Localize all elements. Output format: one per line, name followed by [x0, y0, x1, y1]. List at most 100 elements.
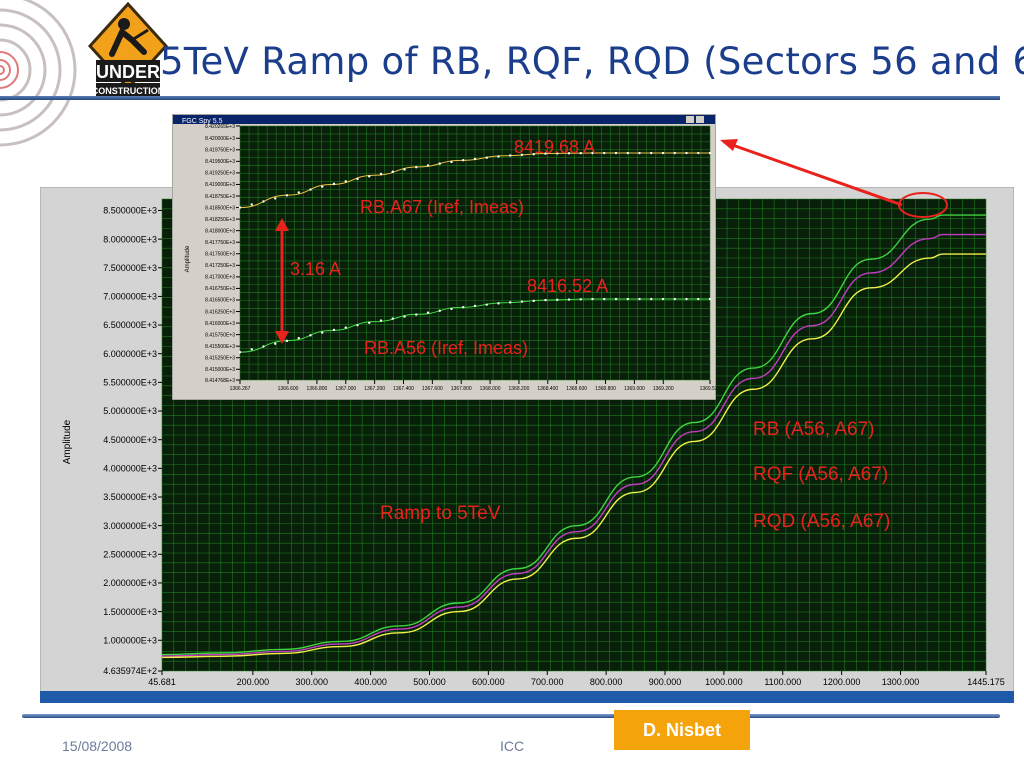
inset-series-point-0 — [685, 151, 688, 155]
inset-series-point-0 — [356, 177, 359, 181]
inset-series-point-0 — [309, 188, 312, 191]
inset-label-rb-a67: RB.A67 (Iref, Imeas) — [360, 197, 524, 217]
inset-y-tick-label: 8.417000E+3 — [205, 275, 235, 281]
main-x-tick-label: 800.000 — [590, 677, 623, 687]
main-ramp-chart: 4.635974E+2 1.000000E+3 1.500000E+3 2.00000… — [40, 187, 1014, 703]
inset-y-tick-label: 8.419000E+3 — [205, 182, 235, 188]
inset-x-tick-label: 1366.600 — [278, 386, 299, 392]
inset-series-point-0 — [332, 182, 336, 186]
inset-series-point-1 — [391, 317, 394, 320]
fgc-spy-window[interactable]: FGC Spy 5.5 8.414768E+3 8.415000E+3 8.4152… — [172, 114, 716, 400]
main-y-axis-label: Amplitude — [62, 419, 73, 464]
inset-series-point-1 — [403, 315, 406, 318]
inset-y-tick-label: 8.416750E+3 — [205, 286, 235, 292]
inset-series-point-0 — [603, 151, 606, 155]
main-x-tick-label: 200.000 — [237, 677, 270, 687]
main-y-tick-label: 1.500000E+3 — [103, 607, 157, 617]
main-series-line-2 — [161, 253, 986, 659]
inset-x-tick-label: 1368.600 — [566, 386, 587, 392]
footer-center: ICC — [500, 738, 525, 754]
window-title: FGC Spy 5.5 — [182, 118, 223, 125]
inset-y-tick-label: 8.414768E+3 — [205, 378, 235, 384]
under-construction-sign-icon: UNDER CONSTRUCTION — [88, 2, 168, 97]
inset-series-point-1 — [297, 336, 300, 340]
inset-x-tick-label: 1368.200 — [509, 386, 530, 392]
inset-series-point-0 — [462, 159, 465, 162]
main-x-tick-label: 1300.000 — [882, 677, 920, 687]
main-y-tick-label: 8.000000E+3 — [103, 234, 157, 244]
legend-rqf: RQF (A56, A67) — [753, 464, 888, 485]
inset-series-point-1 — [368, 321, 371, 324]
inset-y-tick-label: 8.418250E+3 — [205, 217, 235, 223]
inset-series-point-1 — [485, 303, 488, 306]
logo-text-construction: CONSTRUCTION — [92, 86, 165, 96]
inset-series-point-0 — [661, 151, 665, 155]
inset-series-point-1 — [603, 297, 606, 301]
inset-series-point-0 — [262, 200, 265, 203]
main-x-tick-label: 700.000 — [531, 677, 564, 687]
inset-label-a56-value: 8416.52 A — [527, 276, 608, 296]
inset-x-tick-label: 1367.400 — [393, 386, 414, 392]
main-x-tick-label: 1200.000 — [823, 677, 861, 687]
inset-series-point-1 — [697, 297, 700, 301]
main-y-tick-label: 1.000000E+3 — [103, 635, 157, 645]
main-y-tick-label: 6.500000E+3 — [103, 320, 157, 330]
inset-y-tick-label: 8.420000E+3 — [205, 136, 235, 142]
main-y-tick-label: 2.000000E+3 — [103, 578, 157, 588]
inset-x-tick-label: 1369.000 — [624, 386, 645, 392]
inset-y-tick-label: 8.415000E+3 — [205, 367, 235, 373]
main-y-tick-label: 3.000000E+3 — [103, 521, 157, 531]
inset-series-point-1 — [661, 297, 665, 301]
inset-series-point-1 — [497, 302, 500, 305]
inset-x-tick-label: 1367.200 — [364, 386, 385, 392]
inset-series-point-0 — [274, 197, 277, 200]
main-y-tick-label: 6.000000E+3 — [103, 349, 157, 359]
inset-series-point-0 — [473, 157, 477, 161]
window-minimize-button[interactable] — [686, 116, 694, 123]
inset-x-tick-label: 1369.200 — [653, 386, 674, 392]
inset-series-point-0 — [708, 151, 712, 155]
inset-series-point-1 — [356, 323, 359, 327]
legend-rb: RB (A56, A67) — [753, 419, 874, 440]
main-x-tick-label: 500.000 — [413, 677, 446, 687]
inset-x-tick-label: 1367.600 — [422, 386, 443, 392]
inset-y-tick-label: 8.415750E+3 — [205, 332, 235, 338]
inset-series-point-1 — [556, 298, 559, 301]
inset-series-point-0 — [650, 151, 653, 155]
inset-series-point-1 — [614, 297, 618, 301]
inset-series-point-0 — [532, 153, 535, 156]
inset-series-point-0 — [697, 151, 700, 155]
legend-rqd: RQD (A56, A67) — [753, 511, 890, 532]
logo-text-under: UNDER — [96, 62, 160, 82]
inset-series-point-0 — [509, 154, 512, 157]
main-y-tick-label: 3.500000E+3 — [103, 492, 157, 502]
inset-y-tick-label: 8.418750E+3 — [205, 194, 235, 200]
inset-series-point-1 — [509, 301, 512, 304]
inset-x-tick-label: 1368.400 — [537, 386, 558, 392]
inset-series-point-1 — [626, 297, 629, 301]
inset-series-point-0 — [321, 185, 324, 188]
inset-series-point-1 — [591, 297, 594, 301]
inset-y-tick-label: 8.416250E+3 — [205, 309, 235, 315]
inset-y-tick-label: 8.416500E+3 — [205, 298, 235, 304]
inset-y-tick-label: 8.417500E+3 — [205, 252, 235, 258]
inset-series-point-0 — [403, 168, 406, 171]
inset-series-point-0 — [638, 151, 641, 155]
inset-series-point-0 — [556, 152, 559, 155]
main-x-tick-label: 45.681 — [148, 677, 176, 687]
callout-arrow — [720, 139, 903, 207]
main-x-tick-label: 1000.000 — [705, 677, 743, 687]
inset-y-tick-label: 8.417750E+3 — [205, 240, 235, 246]
window-close-button[interactable] — [696, 116, 704, 123]
inset-series-point-0 — [368, 175, 371, 178]
main-x-tick-label: 400.000 — [354, 677, 387, 687]
main-y-tick-label: 4.500000E+3 — [103, 435, 157, 445]
inset-y-tick-label: 8.416000E+3 — [205, 321, 235, 327]
inset-series-point-1 — [650, 297, 653, 301]
inset-x-tick-label: 1367.800 — [451, 386, 472, 392]
inset-series-point-1 — [567, 298, 571, 301]
inset-y-tick-label: 8.420265E+3 — [205, 124, 235, 130]
inset-series-point-0 — [344, 180, 347, 183]
inset-series-point-1 — [415, 313, 418, 316]
inset-series-point-1 — [532, 299, 535, 303]
